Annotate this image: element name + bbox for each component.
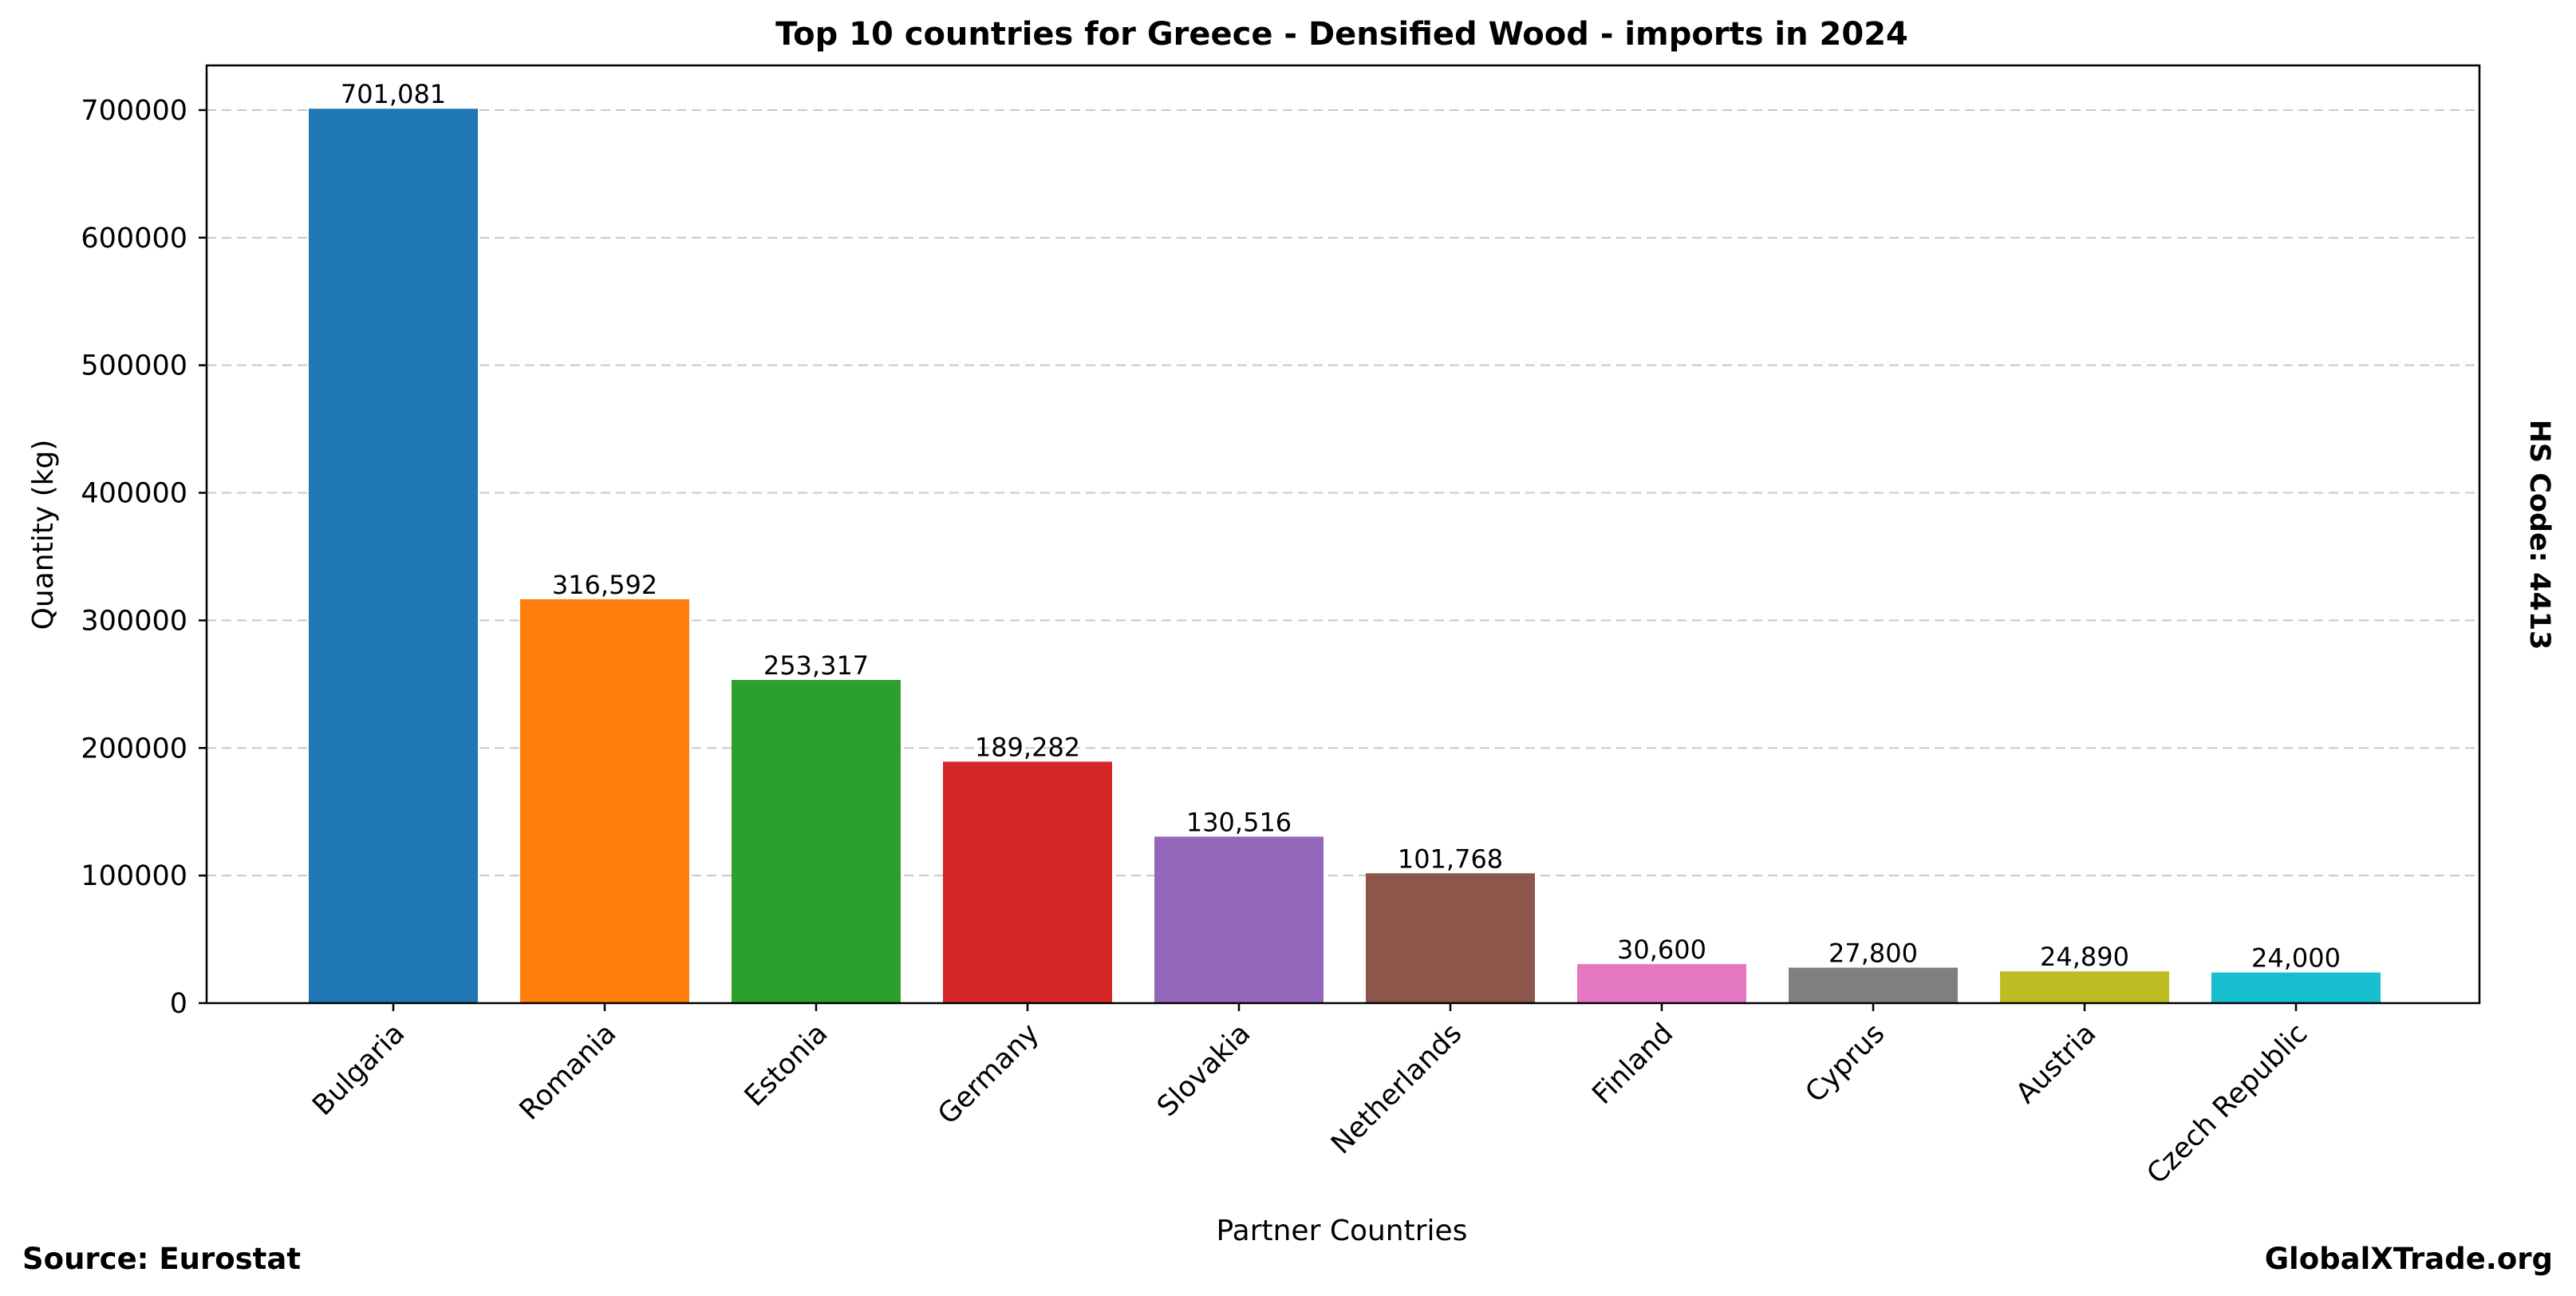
bar-estonia bbox=[732, 680, 901, 1003]
data-label-8: 24,890 bbox=[2040, 942, 2129, 972]
y-tick-label-5: 500000 bbox=[81, 350, 187, 382]
data-label-0: 701,081 bbox=[341, 79, 446, 109]
bar-czech-republic bbox=[2211, 972, 2381, 1003]
x-tick-label-3: Germany bbox=[932, 1017, 1045, 1131]
plot-area-frame bbox=[205, 64, 2481, 1005]
x-tick-label-9: Czech Republic bbox=[2141, 1017, 2314, 1191]
bars bbox=[309, 109, 2381, 1004]
source-note: Source: Eurostat bbox=[22, 1242, 301, 1276]
y-tick-label-2: 200000 bbox=[81, 733, 187, 765]
x-tick-label-6: Finland bbox=[1587, 1017, 1680, 1111]
y-tick-label-3: 300000 bbox=[81, 605, 187, 637]
data-labels: 701,081 316,592 253,317 189,282 130,516 101,7… bbox=[341, 79, 2341, 973]
x-tick-label-1: Romania bbox=[514, 1017, 623, 1127]
chart-title: Top 10 countries for Greece - Densified … bbox=[775, 16, 1908, 53]
bar-bulgaria bbox=[309, 109, 478, 1004]
y-tick-label-7: 700000 bbox=[81, 95, 187, 127]
x-tick-label-8: Austria bbox=[2010, 1017, 2103, 1110]
brand-watermark: GlobalXTrade.org bbox=[2265, 1242, 2553, 1276]
bar-slovakia bbox=[1154, 836, 1324, 1003]
data-label-7: 27,800 bbox=[1828, 938, 1918, 969]
x-tick-label-2: Estonia bbox=[739, 1017, 834, 1112]
x-tick-label-4: Slovakia bbox=[1151, 1017, 1256, 1123]
data-label-3: 189,282 bbox=[975, 732, 1080, 762]
data-label-5: 101,768 bbox=[1398, 844, 1503, 874]
x-tick-label-5: Netherlands bbox=[1325, 1017, 1468, 1160]
hs-code-note: HS Code: 4413 bbox=[2523, 420, 2555, 650]
x-tick-label-7: Cyprus bbox=[1800, 1017, 1892, 1109]
y-tick-label-0: 0 bbox=[170, 988, 187, 1020]
x-tick-label-0: Bulgaria bbox=[306, 1017, 411, 1122]
bar-austria bbox=[2000, 971, 2169, 1003]
data-label-4: 130,516 bbox=[1186, 807, 1292, 837]
y-tick-label-4: 400000 bbox=[81, 478, 187, 510]
data-label-2: 253,317 bbox=[763, 650, 869, 681]
x-axis-ticks: Bulgaria Romania Estonia Germany Slovakia Net… bbox=[306, 1003, 2314, 1191]
bar-netherlands bbox=[1366, 873, 1535, 1003]
y-tick-label-1: 100000 bbox=[81, 860, 187, 892]
y-axis-label: Quantity (kg) bbox=[27, 440, 60, 630]
data-label-1: 316,592 bbox=[552, 570, 657, 600]
bar-finland bbox=[1577, 964, 1746, 1003]
y-tick-label-6: 600000 bbox=[81, 223, 187, 255]
bar-romania bbox=[520, 599, 689, 1003]
x-axis-label: Partner Countries bbox=[1217, 1215, 1468, 1247]
data-label-6: 30,600 bbox=[1617, 934, 1706, 965]
bar-germany bbox=[943, 761, 1112, 1003]
bar-cyprus bbox=[1789, 967, 1958, 1003]
y-axis-ticks: 0 100000 200000 300000 400000 500000 600000 700… bbox=[81, 95, 207, 1020]
data-label-9: 24,000 bbox=[2251, 943, 2341, 974]
